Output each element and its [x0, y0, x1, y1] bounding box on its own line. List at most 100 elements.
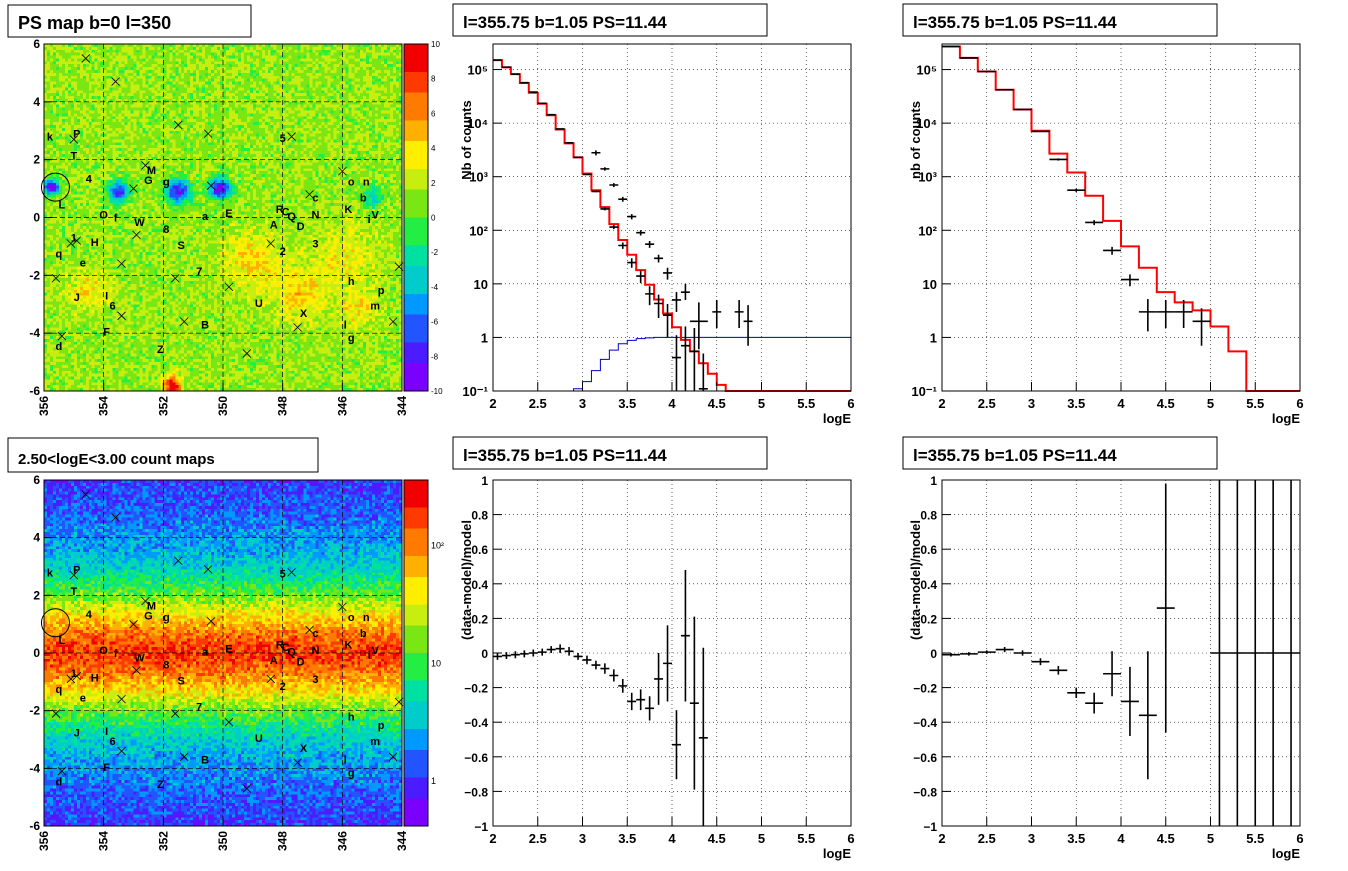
heatmap-cell — [151, 133, 155, 137]
heatmap-cell — [130, 278, 134, 282]
heatmap-cell — [64, 382, 69, 386]
heatmap-cell — [58, 46, 63, 51]
heatmap-cell — [118, 191, 122, 195]
heatmap-cell — [94, 194, 98, 198]
heatmap-cell — [115, 75, 119, 79]
heatmap-cell — [94, 75, 98, 79]
heatmap-cell — [154, 240, 158, 244]
heatmap-cell — [142, 98, 146, 103]
heatmap-cell — [79, 148, 84, 152]
heatmap-cell — [145, 304, 149, 308]
heatmap-cell — [127, 171, 131, 175]
heatmap-cell — [55, 237, 60, 241]
heatmap-cell — [70, 362, 75, 366]
heatmap-cell — [109, 249, 113, 253]
heatmap-cell — [61, 49, 66, 53]
heatmap-cell — [112, 96, 116, 100]
heatmap-cell — [88, 362, 93, 366]
heatmap-cell — [160, 266, 164, 270]
heatmap-cell — [79, 174, 84, 178]
heatmap-cell — [136, 211, 140, 215]
heatmap-cell — [139, 226, 143, 230]
heatmap-cell — [76, 130, 81, 134]
heatmap-cell — [115, 353, 119, 357]
heatmap-cell — [115, 229, 119, 233]
heatmap-cell — [46, 379, 51, 383]
heatmap-cell — [49, 344, 54, 348]
heatmap-cell — [61, 376, 66, 380]
heatmap-cell — [67, 174, 72, 178]
heatmap-cell — [91, 220, 96, 224]
heatmap-cell — [79, 278, 84, 282]
heatmap-cell — [112, 350, 116, 354]
heatmap-cell — [166, 101, 170, 106]
heatmap-cell — [112, 284, 116, 288]
heatmap-cell — [127, 266, 131, 270]
heatmap-cell — [106, 81, 110, 85]
heatmap-cell — [97, 90, 101, 94]
heatmap-cell — [76, 243, 81, 247]
heatmap-cell — [46, 133, 51, 137]
heatmap-cell — [58, 162, 63, 166]
heatmap-cell — [70, 64, 75, 68]
heatmap-cell — [145, 127, 149, 132]
heatmap-cell — [109, 119, 113, 123]
heatmap-cell — [139, 324, 143, 328]
heatmap-cell — [44, 145, 48, 149]
heatmap-cell — [109, 281, 113, 285]
heatmap-cell — [73, 179, 78, 184]
heatmap-cell — [49, 110, 54, 114]
heatmap-cell — [157, 341, 161, 346]
heatmap-cell — [145, 298, 149, 302]
heatmap-cell — [79, 376, 84, 380]
heatmap-cell — [44, 301, 48, 305]
heatmap-cell — [82, 347, 87, 351]
heatmap-cell — [61, 370, 66, 374]
heatmap-cell — [44, 104, 48, 108]
heatmap-cell — [166, 168, 170, 172]
heatmap-cell — [160, 249, 164, 253]
heatmap-cell — [52, 353, 57, 357]
heatmap-cell — [79, 205, 84, 210]
heatmap-cell — [91, 234, 96, 239]
heatmap-cell — [115, 49, 119, 53]
heatmap-cell — [118, 153, 122, 158]
heatmap-cell — [85, 61, 90, 65]
heatmap-cell — [49, 197, 54, 201]
heatmap-cell — [97, 150, 101, 155]
heatmap-cell — [154, 174, 158, 178]
heatmap-cell — [148, 211, 152, 215]
heatmap-cell — [151, 159, 155, 163]
heatmap-cell — [148, 84, 152, 88]
heatmap-cell — [94, 275, 98, 279]
heatmap-cell — [124, 255, 128, 259]
heatmap-cell — [61, 301, 66, 305]
heatmap-cell — [91, 70, 96, 74]
heatmap-cell — [100, 174, 104, 178]
heatmap-cell — [46, 153, 51, 158]
heatmap-cell — [151, 240, 155, 244]
heatmap-cell — [79, 72, 84, 77]
heatmap-cell — [76, 98, 81, 103]
heatmap-cell — [154, 388, 158, 392]
heatmap-cell — [91, 356, 96, 360]
heatmap-cell — [121, 75, 125, 79]
heatmap-cell — [94, 362, 98, 366]
heatmap-cell — [52, 307, 57, 311]
heatmap-cell — [160, 289, 164, 293]
heatmap-cell — [58, 67, 63, 71]
heatmap-cell — [64, 61, 69, 65]
heatmap-cell — [76, 252, 81, 256]
heatmap-cell — [142, 344, 146, 348]
heatmap-cell — [85, 353, 90, 357]
heatmap-cell — [97, 98, 101, 103]
heatmap-cell — [52, 139, 57, 143]
heatmap-cell — [70, 231, 75, 236]
heatmap-cell — [118, 211, 122, 215]
heatmap-cell — [130, 284, 134, 288]
heatmap-cell — [160, 295, 164, 299]
heatmap-cell — [130, 153, 134, 158]
heatmap-cell — [61, 72, 66, 77]
heatmap-cell — [124, 260, 128, 265]
heatmap-cell — [52, 87, 57, 91]
